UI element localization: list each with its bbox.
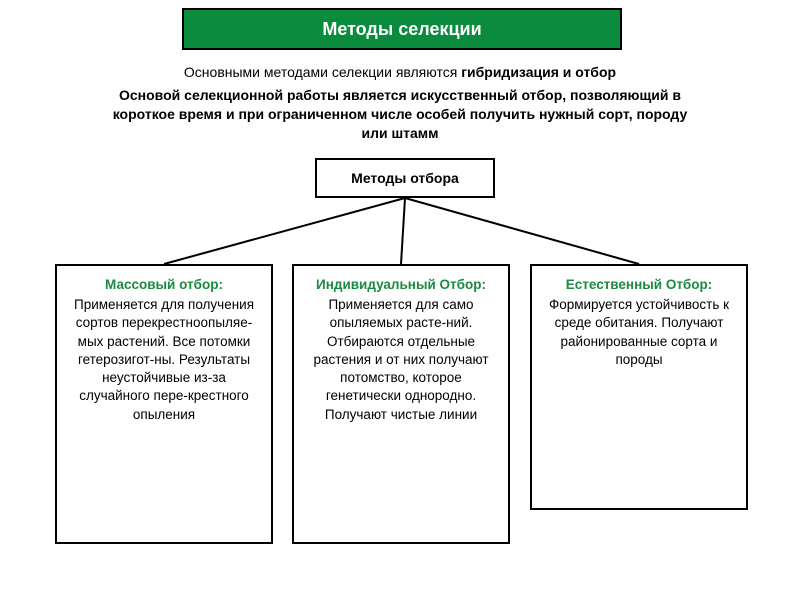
child-box-mass: Массовый отбор: Применяется для получени…	[55, 264, 273, 544]
child-heading: Естественный Отбор:	[540, 276, 738, 294]
child-heading: Массовый отбор:	[65, 276, 263, 294]
connector-middle	[401, 198, 405, 264]
intro-line-2: Основой селекционной работы является иск…	[100, 86, 700, 143]
connector-right	[405, 198, 639, 264]
title-bar: Методы селекции	[182, 8, 622, 50]
connector-left	[164, 198, 405, 264]
child-body: Применяется для само опыляемых расте-ний…	[302, 296, 500, 424]
child-body: Применяется для получения сортов перекре…	[65, 296, 263, 424]
methods-box: Методы отбора	[315, 158, 495, 198]
title-text: Методы селекции	[322, 19, 481, 40]
intro1-plain: Основными методами селекции являются	[184, 64, 461, 80]
child-box-individual: Индивидуальный Отбор: Применяется для са…	[292, 264, 510, 544]
intro1-bold: гибридизация и отбор	[461, 64, 616, 80]
methods-label: Методы отбора	[351, 170, 459, 186]
child-heading: Индивидуальный Отбор:	[302, 276, 500, 294]
child-box-natural: Естественный Отбор: Формируется устойчив…	[530, 264, 748, 510]
child-body: Формируется устойчивость к среде обитани…	[540, 296, 738, 369]
intro-line-1: Основными методами селекции являются гиб…	[0, 64, 800, 80]
